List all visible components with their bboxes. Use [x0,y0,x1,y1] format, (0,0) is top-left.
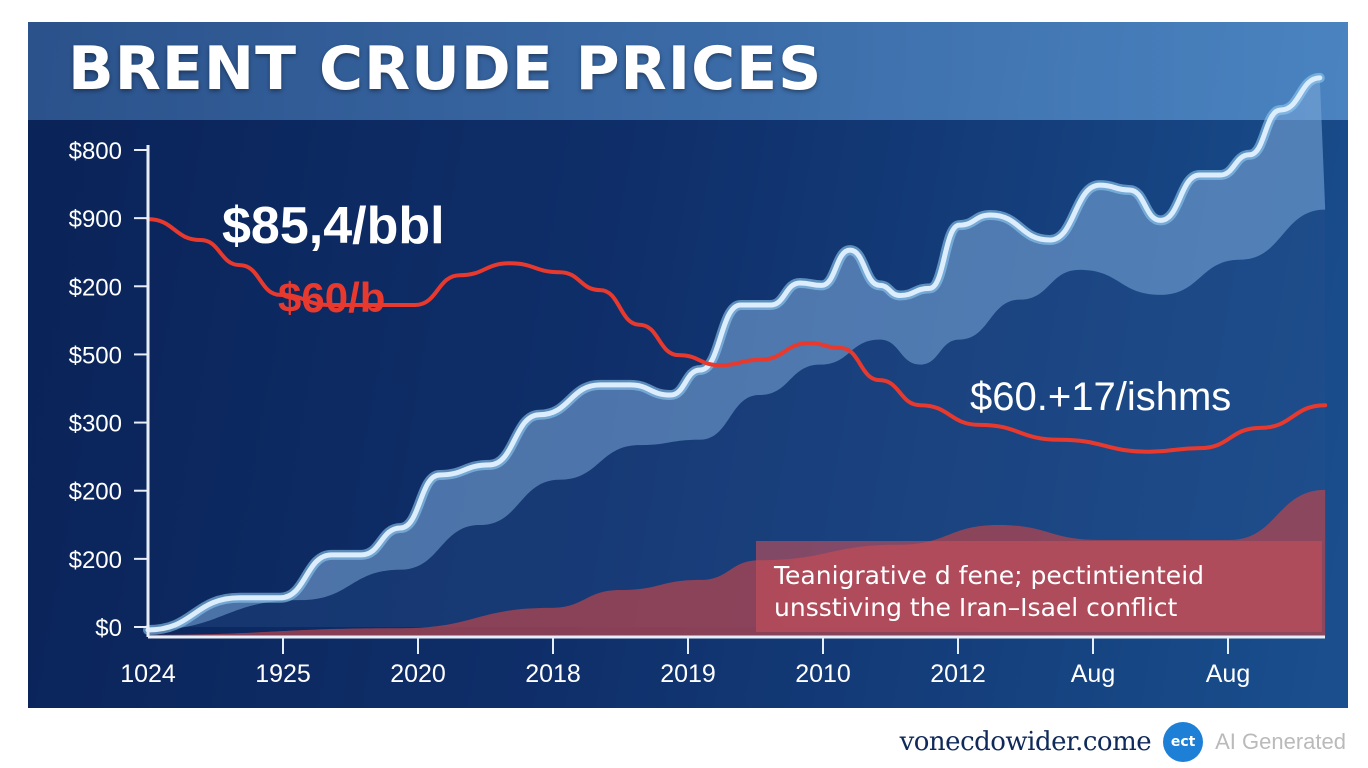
band-lower-area [148,209,1326,630]
annotation-note: Teanigrative d fene; pectintienteid unss… [774,560,1204,624]
x-tick-label: 2012 [930,660,986,688]
x-tick-label: Aug [1206,660,1250,688]
white-line [145,75,1323,633]
title-bar [28,22,1348,120]
y-tick-label: $300 [69,411,122,438]
y-tick-label: $200 [69,274,122,301]
y-tick-label: $200 [69,479,122,506]
note-line-2: unsstiving the Iran–Isael conflict [774,593,1178,622]
y-tick-label: $800 [69,138,122,165]
x-tick-label: 2010 [795,660,851,688]
y-tick-label: $500 [69,342,122,369]
x-tick-label: 1925 [255,660,311,688]
watermark: AI Generated [1215,729,1346,754]
x-tick-label: 2019 [660,660,716,688]
x-tick-label: 2018 [525,660,581,688]
logo-badge: ect [1163,722,1204,762]
x-tick-label: Aug [1071,660,1115,688]
note-line-1: Teanigrative d fene; pectintienteid [774,561,1205,590]
annotation-box [756,541,1322,632]
y-tick-label: $200 [69,547,122,574]
red-line [146,217,1328,454]
price-label-right: $60.+17/ishms [970,375,1231,419]
x-tick-label: 1024 [120,660,176,688]
chart-title: BRENT CRUDE PRICES [68,34,823,104]
footer: vonecdowider.come ect AI Generated [900,720,1346,764]
y-tick-label: $0 [95,615,122,642]
y-tick-label: $900 [69,206,122,233]
price-label-main: $85,4/bbl [222,197,445,255]
footer-site: vonecdowider.come [899,727,1152,757]
band-area [148,77,1326,630]
price-label-red: $60/b [278,274,385,321]
x-tick-label: 2020 [390,660,446,688]
